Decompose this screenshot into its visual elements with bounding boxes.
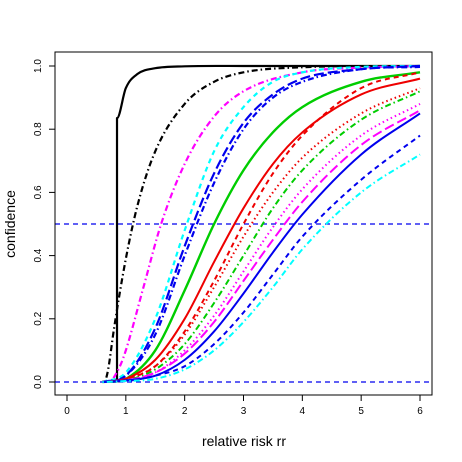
y-axis-label: confidence [2,190,18,258]
series-line-15 [102,134,421,383]
series-line-11 [102,90,421,383]
x-axis: 0 1 2 3 4 5 6 [64,394,423,417]
reference-lines [55,223,432,383]
x-tick-label: 0 [64,406,70,417]
y-tick-label: 0.0 [33,375,44,389]
series-line-4 [101,64,421,384]
series-layer [101,64,421,384]
x-tick-label: 2 [182,406,188,417]
series-line-10 [102,71,421,383]
series-line-1 [115,64,420,382]
series-line-12 [102,103,421,383]
series-line-3 [110,64,421,383]
series-line-6 [102,65,421,384]
x-axis-label: relative risk rr [202,433,286,449]
y-tick-label: 1.0 [33,59,44,73]
series-line-13 [102,109,421,383]
series-line-2 [104,64,421,383]
x-tick-label: 4 [300,406,306,417]
y-tick-label: 0.4 [33,248,44,262]
y-tick-label: 0.2 [33,311,44,325]
series-line-5 [102,64,421,384]
x-tick-label: 3 [241,406,247,417]
series-line-14 [102,112,421,383]
series-line-7 [102,71,421,384]
x-tick-label: 5 [358,406,364,417]
y-axis: 0.0 0.2 0.4 0.6 0.8 1.0 [33,59,56,389]
x-tick-label: 1 [123,406,129,417]
x-tick-label: 6 [417,406,423,417]
y-tick-label: 0.6 [33,185,44,199]
y-tick-label: 0.8 [33,122,44,136]
series-line-8 [102,77,421,383]
